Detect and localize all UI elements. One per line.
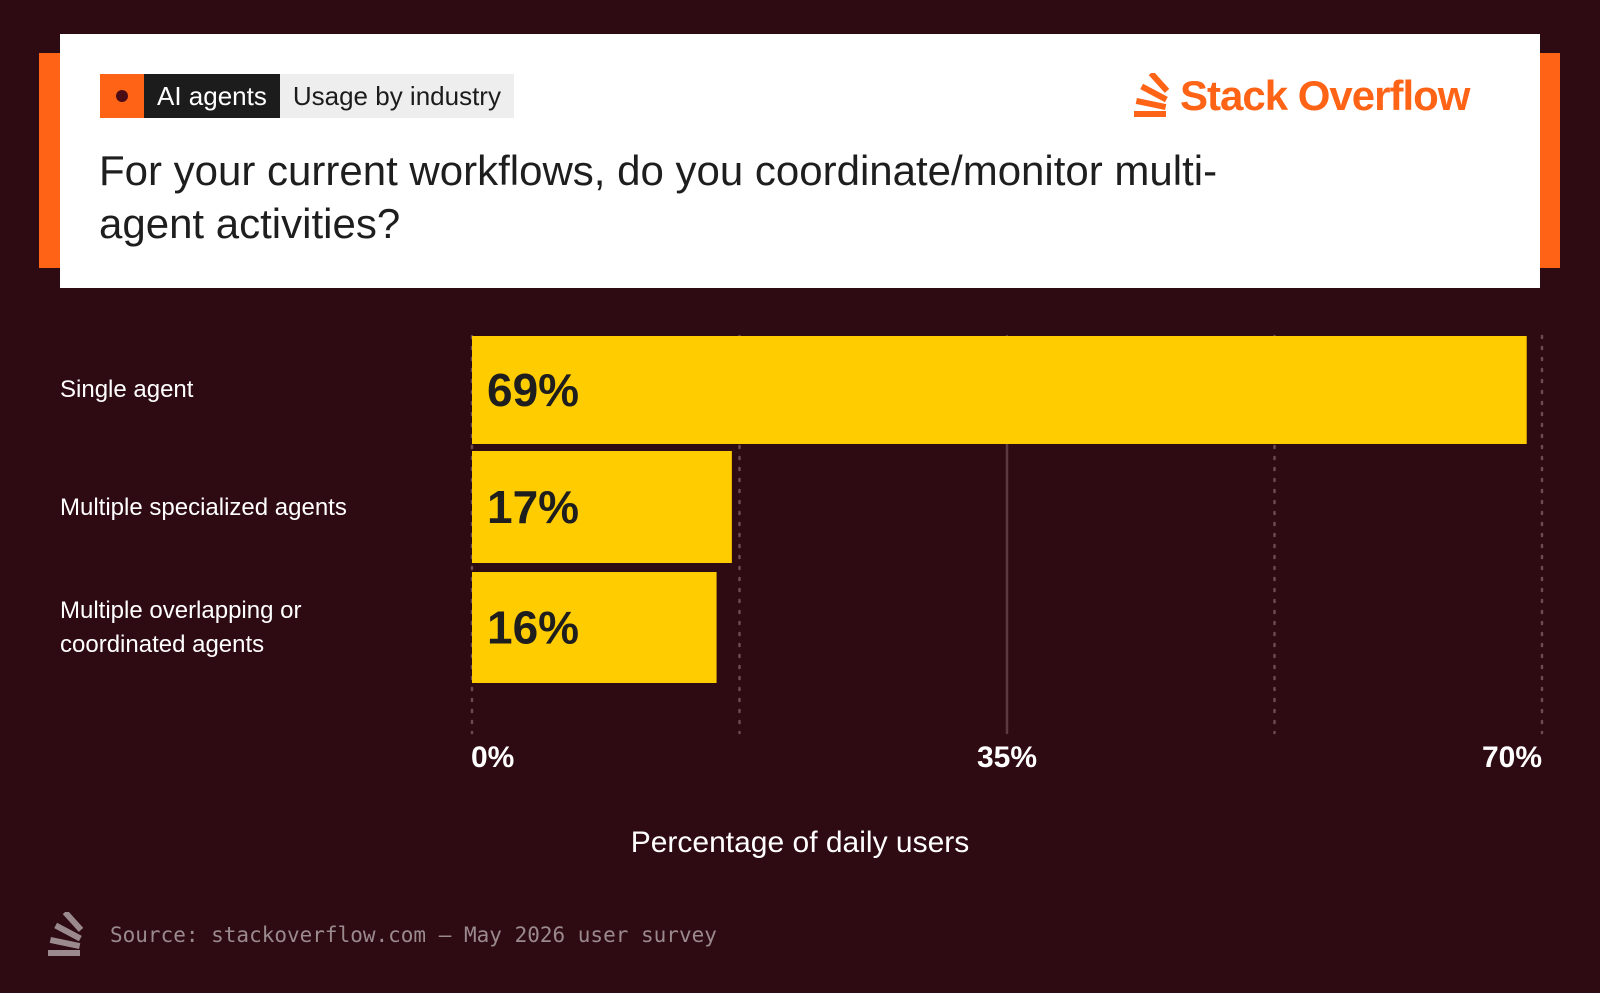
bar <box>472 336 1527 444</box>
stack-overflow-footer-icon <box>48 912 84 956</box>
data-label: 17% <box>487 481 579 533</box>
source-text: Source: stackoverflow.com – May 2026 use… <box>110 923 717 947</box>
bar <box>472 451 732 563</box>
brand-logo: Stack Overflow <box>1134 72 1470 120</box>
topic-tag: AI agents Usage by industry <box>100 74 514 118</box>
left-accent-bar <box>39 53 63 268</box>
right-accent-bar <box>1536 53 1560 268</box>
tag-dot-icon <box>100 74 144 118</box>
tick-label: 0% <box>471 741 514 774</box>
data-label: 69% <box>487 364 579 416</box>
category-label: Multiple specialized agents <box>60 494 347 521</box>
bar <box>472 572 717 683</box>
tag-subtopic: Usage by industry <box>279 74 514 118</box>
tag-topic: AI agents <box>144 74 280 118</box>
data-label: 16% <box>487 602 579 654</box>
source-footer: Source: stackoverflow.com – May 2026 use… <box>48 912 717 958</box>
chart-question: For your current workflows, do you coord… <box>99 147 1218 247</box>
x-axis-title: Percentage of daily users <box>630 826 970 859</box>
category-label: Single agent <box>60 376 194 403</box>
brand-name: Stack Overflow <box>1180 72 1470 119</box>
category-label: Multiple overlapping or coordinated agen… <box>60 597 302 658</box>
tick-label: 35% <box>977 741 1037 774</box>
tick-label: 70% <box>1482 741 1542 774</box>
header-card: AI agents Usage by industry Stack Overfl… <box>60 34 1540 288</box>
stack-overflow-icon <box>1134 73 1170 117</box>
